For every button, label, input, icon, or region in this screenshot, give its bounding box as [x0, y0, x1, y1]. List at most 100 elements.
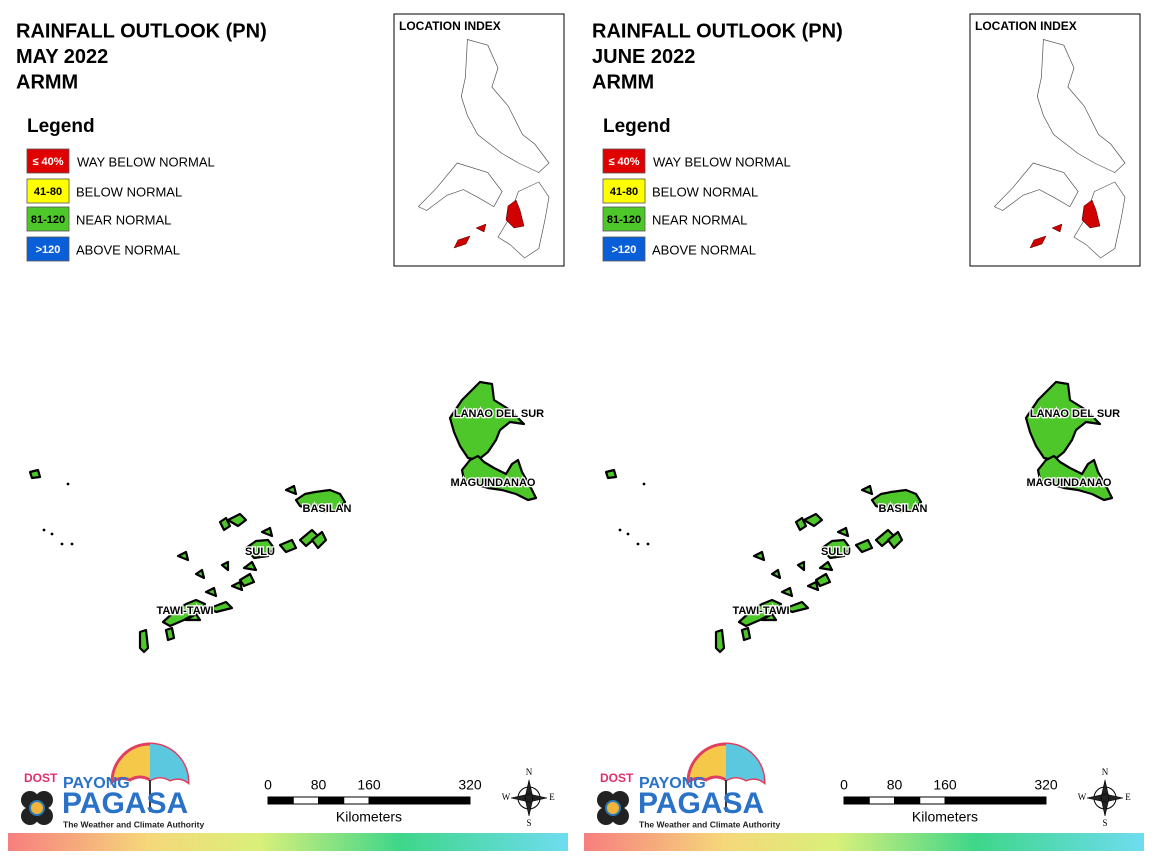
legend-swatch-label: >120 — [612, 244, 637, 256]
scale-tick-label: 80 — [311, 777, 327, 793]
province-label: TAWI-TAWI — [156, 605, 213, 617]
logo-center — [605, 800, 621, 816]
province-shape — [244, 538, 276, 560]
province-shape — [218, 516, 232, 532]
legend-swatch — [602, 206, 646, 232]
province-label: LANAO DEL SUR — [1030, 408, 1120, 420]
legend-swatch-label: 41-80 — [34, 186, 62, 198]
province-shape — [737, 598, 783, 628]
province-shape — [836, 526, 850, 538]
logo-umbrella-right — [726, 744, 764, 782]
legend-label: WAY BELOW NORMAL — [653, 154, 791, 169]
scale-unit: Kilometers — [912, 809, 978, 825]
islet — [646, 542, 650, 546]
scale-unit: Kilometers — [336, 809, 402, 825]
scale-segment — [894, 796, 921, 805]
inset-armm — [453, 199, 525, 249]
logo-tagline: The Weather and Climate Authority — [639, 819, 780, 829]
province-shape — [1036, 454, 1114, 502]
islet — [642, 482, 646, 486]
province-shape — [802, 512, 824, 528]
islet — [70, 542, 74, 546]
province-shape — [796, 560, 806, 572]
scale-segment — [368, 796, 471, 805]
logo-center — [29, 800, 45, 816]
logo-agency: DOST — [24, 771, 58, 785]
legend-label: ABOVE NORMAL — [652, 242, 756, 257]
scale-segment — [343, 796, 370, 805]
legend-swatch — [26, 236, 70, 262]
province-shape — [226, 512, 248, 528]
legend-swatch-label: ≤ 40% — [32, 156, 63, 168]
legend-swatch-label: 81-120 — [607, 214, 641, 226]
province-shape — [204, 586, 218, 598]
province-label: LANAO DEL SUR — [454, 408, 544, 420]
legend-swatch — [26, 206, 70, 232]
compass-letter: S — [1102, 818, 1107, 828]
province-shape — [604, 468, 618, 480]
province-shape — [176, 550, 190, 562]
legend-swatch-label: >120 — [36, 244, 61, 256]
province-shape — [238, 572, 256, 588]
logo-brand: PAGASA — [62, 787, 188, 820]
legend-title: Legend — [27, 116, 95, 137]
scale-tick-label: 160 — [933, 777, 957, 793]
scale-segment — [843, 796, 870, 805]
inset-title: LOCATION INDEX — [399, 19, 501, 33]
province-label: TAWI-TAWI — [732, 605, 789, 617]
legend-label: ABOVE NORMAL — [76, 242, 180, 257]
inset-armm — [1029, 199, 1101, 249]
compass-letter: W — [1078, 792, 1087, 802]
province-label: SULU — [245, 546, 275, 558]
compass-letter: N — [526, 767, 533, 777]
province-shape — [760, 612, 778, 622]
scale-segment — [919, 796, 946, 805]
islet — [60, 542, 64, 546]
inset-title: LOCATION INDEX — [975, 19, 1077, 33]
province-shape — [448, 380, 526, 462]
logo-brand-top: PAYONG — [63, 775, 130, 792]
province-shape — [770, 568, 782, 580]
compass-letter: W — [502, 792, 511, 802]
islet — [42, 528, 46, 532]
islet — [50, 532, 54, 536]
province-label: BASILAN — [303, 503, 352, 515]
province-shape — [752, 550, 766, 562]
legend-title: Legend — [603, 116, 671, 137]
scale-segment — [944, 796, 1047, 805]
scale-segment — [267, 796, 294, 805]
scale-segment — [292, 796, 319, 805]
legend-label: NEAR NORMAL — [652, 212, 747, 227]
legend-swatch-label: 81-120 — [31, 214, 65, 226]
legend-label: BELOW NORMAL — [76, 184, 182, 199]
scale-tick-label: 320 — [1034, 777, 1058, 793]
islet — [636, 542, 640, 546]
province-shape — [260, 526, 274, 538]
scale-segment — [318, 796, 345, 805]
title-line: RAINFALL OUTLOOK (PN) — [16, 20, 267, 42]
province-shape — [780, 586, 794, 598]
province-shape — [740, 626, 752, 642]
scale-tick-label: 0 — [264, 777, 272, 793]
province-shape — [28, 468, 42, 480]
map-panel: RAINFALL OUTLOOK (PN) MAY 2022 ARMM Legend ≤… — [8, 13, 568, 851]
province-shape — [310, 530, 328, 550]
title-line: JUNE 2022 — [592, 46, 695, 68]
logo-tagline: The Weather and Climate Authority — [63, 819, 204, 829]
logo-brand-top: PAYONG — [639, 775, 706, 792]
province-shape — [806, 580, 820, 592]
compass-rose — [1086, 779, 1124, 817]
color-band — [8, 833, 568, 851]
province-shape — [818, 560, 834, 572]
province-shape — [164, 626, 176, 642]
province-shape — [784, 600, 810, 614]
scale-tick-label: 80 — [887, 777, 903, 793]
scale-tick-label: 160 — [357, 777, 381, 793]
legend-swatch — [602, 236, 646, 262]
province-shape — [284, 484, 298, 496]
province-shape — [886, 530, 904, 550]
title-line: RAINFALL OUTLOOK (PN) — [592, 20, 843, 42]
province-shape — [278, 538, 298, 554]
logo-agency: DOST — [600, 771, 634, 785]
